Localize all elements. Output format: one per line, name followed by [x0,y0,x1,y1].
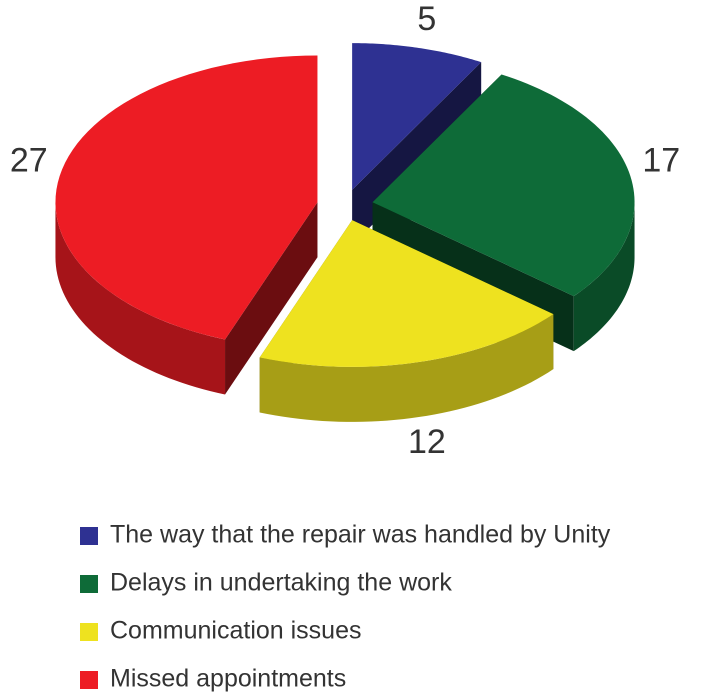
legend-swatch [80,575,98,593]
slice-wall [573,202,635,352]
slice-wall [55,202,226,395]
slice-wall [259,314,554,422]
slice-top [372,74,635,297]
legend-label: Delays in undertaking the work [110,569,452,597]
slice-top [55,55,318,340]
value-label: 27 [10,142,48,180]
value-label: 12 [408,423,446,461]
legend-label: Communication issues [110,617,362,645]
legend-label: The way that the repair was handled by U… [110,521,611,549]
slice-top [352,43,482,190]
slice-side [225,202,318,395]
pie-slice [259,220,554,422]
legend-label: Missed appointments [110,665,346,693]
value-label: 5 [417,0,436,38]
pie-slice [55,55,318,395]
legend-swatch [80,527,98,545]
slice-top [259,220,554,367]
value-label: 17 [642,142,680,180]
legend-swatch [80,671,98,689]
legend-swatch [80,623,98,641]
